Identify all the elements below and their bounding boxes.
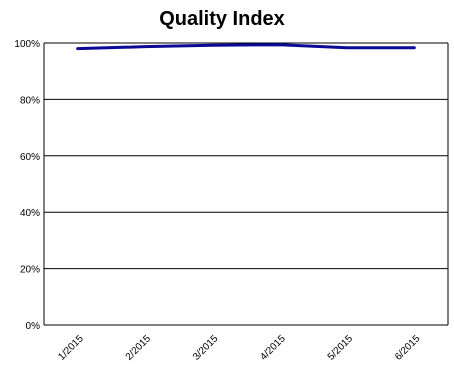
axes <box>43 43 449 326</box>
data-point <box>413 46 416 49</box>
data-point <box>346 46 348 49</box>
data-point <box>144 45 146 48</box>
y-axis-ticks: 0% 20% 40% 60% 80% 100% <box>14 39 40 332</box>
x-tick-label: 1/2015 <box>56 333 86 363</box>
y-tick-label: 20% <box>20 265 40 276</box>
y-tick-label: 0% <box>26 321 41 332</box>
data-point <box>278 43 281 46</box>
x-tick-label: 3/2015 <box>191 333 221 363</box>
y-tick-label: 80% <box>20 95 40 106</box>
series-line <box>76 43 416 51</box>
series-group <box>76 43 416 51</box>
y-tick-label: 100% <box>14 39 40 50</box>
x-tick-label: 6/2015 <box>393 333 423 363</box>
data-point <box>211 44 214 47</box>
gridlines <box>44 42 448 270</box>
y-tick-label: 60% <box>20 152 40 163</box>
chart-title: Quality Index <box>159 8 285 30</box>
x-tick-label: 4/2015 <box>258 333 288 363</box>
y-tick-label: 40% <box>20 208 40 219</box>
x-tick-label: 2/2015 <box>124 333 154 363</box>
x-tick-label: 5/2015 <box>326 333 356 363</box>
data-point <box>76 47 79 50</box>
x-axis-ticks: 1/2015 2/2015 3/2015 4/2015 5/2015 6/2015 <box>56 333 422 363</box>
